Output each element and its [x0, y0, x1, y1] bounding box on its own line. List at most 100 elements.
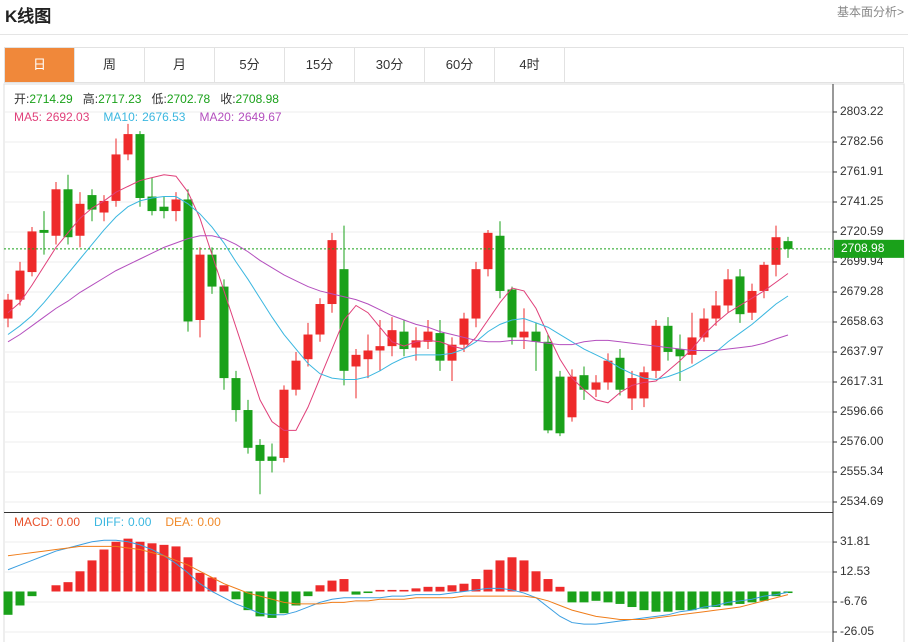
candle-body	[615, 357, 625, 390]
y-tick-label: 2555.34	[840, 464, 884, 478]
macd-bar	[291, 591, 301, 606]
candle-body	[483, 232, 493, 270]
candle-body	[387, 330, 397, 347]
macd-bar	[483, 569, 493, 592]
ma-legend: MA5: 2692.03 MA10: 2676.53 MA20: 2649.67	[14, 110, 282, 124]
macd-bar	[363, 591, 373, 594]
macd-bar	[351, 591, 361, 595]
candle-body	[627, 378, 637, 399]
candle-body	[711, 305, 721, 319]
macd-bar	[159, 544, 169, 592]
candle-body	[123, 134, 133, 155]
candle-body	[111, 154, 121, 201]
ma-line	[7, 235, 789, 351]
tab[interactable]: 4时	[495, 48, 565, 82]
y-tick-label: 2617.31	[840, 374, 884, 388]
candle-body	[603, 360, 613, 383]
candle-body	[639, 372, 649, 399]
tab[interactable]: 15分	[285, 48, 355, 82]
macd-legend: MACD: 0.00 DIFF: 0.00 DEA: 0.00	[14, 515, 221, 529]
macd-bar	[195, 572, 205, 592]
candle-body	[255, 444, 265, 461]
macd-bar	[519, 560, 529, 592]
macd-bar	[123, 538, 133, 592]
macd-bar	[423, 586, 433, 592]
candle-body	[99, 200, 109, 213]
y-tick-label: 2534.69	[840, 494, 884, 508]
macd-bar	[111, 541, 121, 592]
period-tabs: 日周月 5分 15分 30分 60分 4时	[4, 47, 904, 83]
ohlc-value: 2702.78	[167, 92, 211, 106]
candle-body	[3, 299, 13, 319]
candle-body	[747, 290, 757, 313]
candle-body	[567, 376, 577, 418]
tab[interactable]: 5分	[215, 48, 285, 82]
candle-body	[159, 206, 169, 212]
macd-bar	[267, 591, 277, 618]
tab[interactable]: 30分	[355, 48, 425, 82]
ohlc-label: 高:	[83, 91, 98, 106]
macd-bar	[231, 591, 241, 600]
macd-bar	[63, 582, 73, 592]
macd-bar	[735, 591, 745, 604]
candle-body	[351, 354, 361, 367]
candle-body	[531, 331, 541, 342]
ohlc-info: 开:2714.29 高:2717.23 低:2702.78 收:2708.98	[14, 91, 279, 106]
macd-bar	[531, 571, 541, 592]
fundamental-link[interactable]: 基本面分析>	[836, 5, 904, 19]
tab[interactable]: 60分	[425, 48, 495, 82]
candle-body	[231, 378, 241, 411]
macd-bar	[411, 588, 421, 592]
macd-bar	[207, 577, 217, 592]
candle-body	[411, 340, 421, 348]
macd-bar	[471, 579, 481, 592]
candle-body	[591, 382, 601, 390]
y-tick-label: 2803.22	[840, 104, 884, 118]
macd-bar	[51, 585, 61, 592]
candle-body	[471, 269, 481, 319]
tab[interactable]: 月	[145, 48, 215, 82]
macd-bar	[567, 591, 577, 603]
y-tick-label: 31.81	[840, 534, 870, 548]
ohlc-value: 2708.98	[236, 92, 280, 106]
y-tick-label: -6.76	[840, 594, 868, 608]
macd-line	[7, 545, 789, 620]
ma-legend-value: 2676.53	[142, 110, 186, 124]
macd-bar	[699, 591, 709, 609]
ohlc-value: 2714.29	[29, 92, 73, 106]
macd-bar	[687, 591, 697, 611]
macd-bar	[723, 591, 733, 606]
macd-bar	[555, 586, 565, 592]
candle-body	[75, 203, 85, 236]
macd-bar	[459, 583, 469, 592]
candle-body	[687, 337, 697, 355]
ma-legend-name: MA10:	[103, 110, 138, 124]
macd-bar	[183, 557, 193, 592]
candle-body	[663, 325, 673, 352]
macd-bar	[627, 591, 637, 608]
macd-bar	[3, 591, 13, 615]
candle-body	[651, 325, 661, 371]
tab[interactable]: 日	[5, 48, 75, 82]
y-tick-label: 2576.00	[840, 434, 884, 448]
macd-legend-name: MACD:	[14, 515, 53, 529]
candle-body	[27, 231, 37, 273]
ohlc-value: 2717.23	[98, 92, 142, 106]
macd-bar	[507, 557, 517, 592]
candle-body	[375, 346, 385, 351]
candle-body	[291, 360, 301, 390]
y-tick-label: 12.53	[840, 564, 870, 578]
candle-body	[243, 410, 253, 448]
candle-body	[15, 270, 25, 300]
macd-bar	[135, 541, 145, 592]
macd-legend-name: DEA:	[165, 515, 193, 529]
macd-bar	[15, 591, 25, 606]
tab[interactable]: 周	[75, 48, 145, 82]
y-tick-label: -26.05	[840, 624, 874, 638]
macd-line	[7, 539, 789, 625]
title: K线图	[5, 7, 52, 26]
last-price-label: 2708.98	[841, 241, 885, 255]
candle-body	[507, 289, 517, 338]
